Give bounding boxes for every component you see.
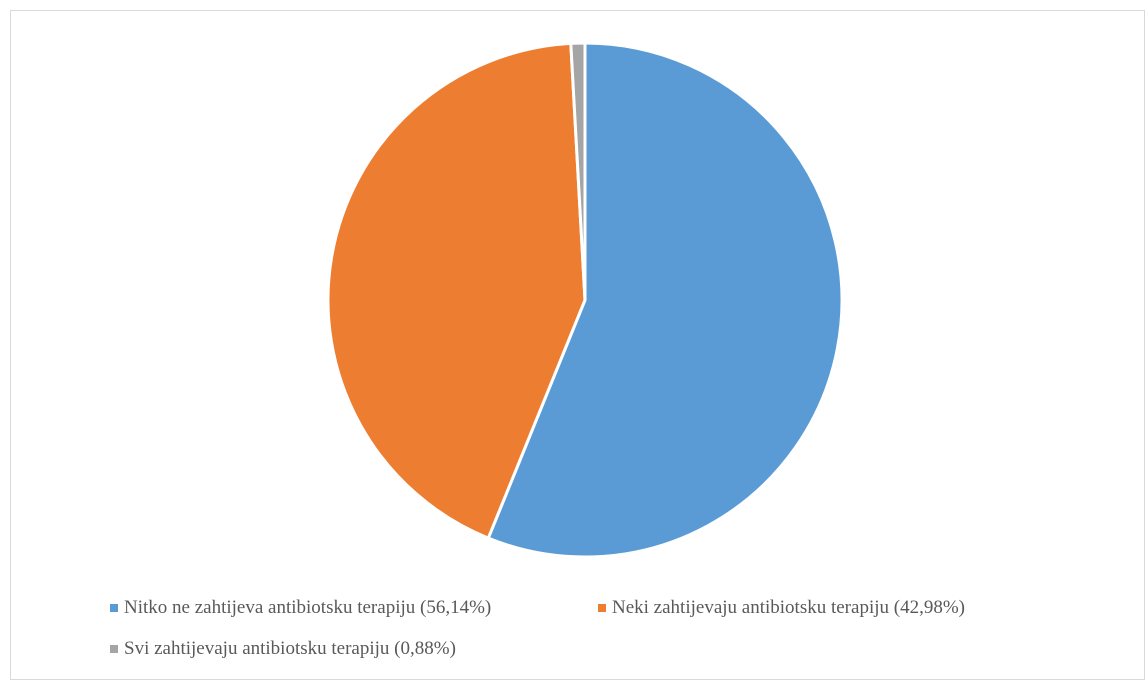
- pie-slice-nitko: [486, 41, 844, 559]
- pie-slices: [326, 41, 844, 559]
- pie-slice-svi: [569, 41, 587, 302]
- pie-slice-neki: [326, 41, 587, 540]
